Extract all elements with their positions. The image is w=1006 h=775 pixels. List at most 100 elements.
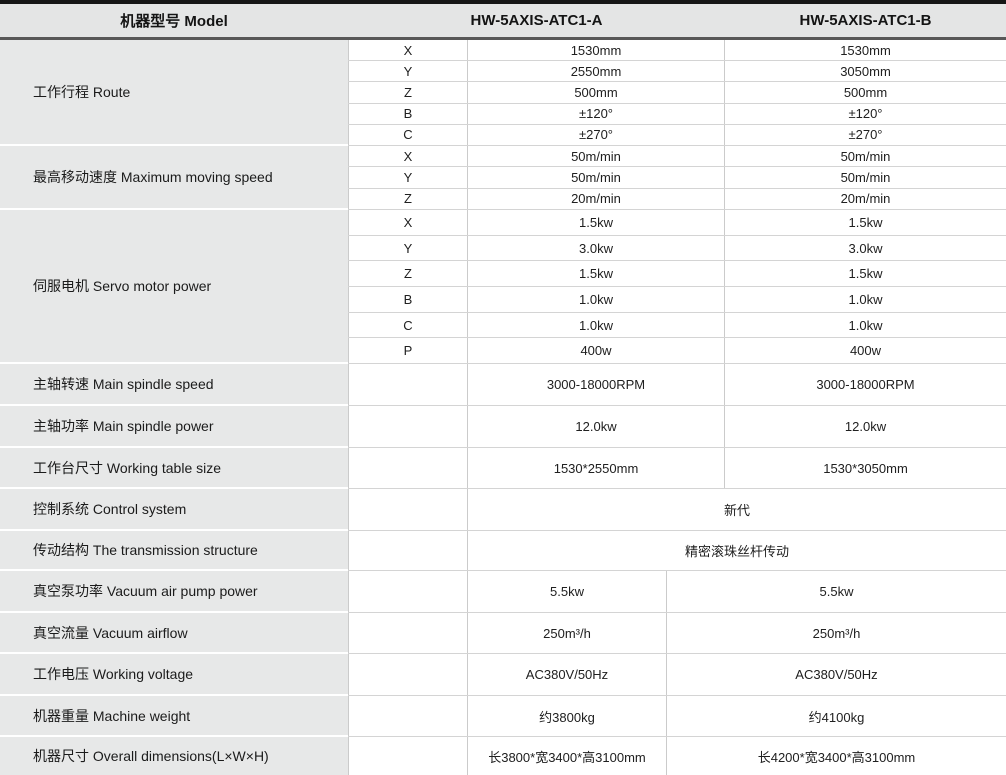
axis-cell: X [348,146,468,167]
value-cell-b: ±120° [725,103,1006,124]
header-model-label: 机器型号 Model [120,13,228,30]
axis-cell: C [348,312,468,338]
value-cell-span: 精密滚珠丝杆传动 [468,531,1006,570]
value-cell-b: 3.0kw [725,235,1006,261]
value-cell-b: 250m³/h [667,613,1006,653]
section-values: 精密滚珠丝杆传动 [348,531,1006,571]
spec-section: 最高移动速度 Maximum moving speed X 50m/min 50m/m… [0,146,1006,210]
table-row: Y 50m/min 50m/min [348,167,1006,189]
section-values: 5.5kw 5.5kw [348,571,1006,613]
row-label: 工作台尺寸 Working table size [0,448,348,489]
table-row: X 1.5kw 1.5kw [348,210,1006,236]
table-row: B 1.0kw 1.0kw [348,287,1006,313]
row-label: 伺服电机 Servo motor power [0,210,348,364]
section-values: 250m³/h 250m³/h [348,613,1006,654]
spec-section: 主轴功率 Main spindle power 12.0kw 12.0kw [0,406,1006,448]
row-label: 主轴功率 Main spindle power [0,406,348,448]
value-cell-b: 12.0kw [725,406,1006,447]
spec-section: 传动结构 The transmission structure 精密滚珠丝杆传动 [0,531,1006,571]
row-label: 工作行程 Route [0,40,348,146]
row-label: 传动结构 The transmission structure [0,531,348,571]
value-cell-a: 50m/min [468,146,725,167]
value-cell-b: 1.5kw [725,210,1006,235]
spec-section: 主轴转速 Main spindle speed 3000-18000RPM 3000… [0,364,1006,406]
table-row: 约3800kg 约4100kg [348,696,1006,737]
axis-cell: Z [348,82,468,103]
table-row: 长3800*宽3400*高3100mm 长4200*宽3400*高3100mm [348,737,1006,775]
row-label: 机器重量 Machine weight [0,696,348,737]
section-values: X 1530mm 1530mm Y 2550mm 3050mm Z 500mm 500mm B ±1… [348,40,1006,147]
value-cell-a: 1.5kw [468,210,725,235]
value-cell-b: 长4200*宽3400*高3100mm [667,737,1006,775]
table-row: Z 20m/min 20m/min [348,188,1006,210]
value-cell-b: 1.5kw [725,261,1006,287]
table-row: C 1.0kw 1.0kw [348,312,1006,339]
row-label: 真空流量 Vacuum airflow [0,613,348,654]
row-label: 真空泵功率 Vacuum air pump power [0,571,348,613]
value-cell-a: 3000-18000RPM [468,364,725,405]
value-cell-b: 约4100kg [667,696,1006,736]
axis-cell: B [348,287,468,312]
value-cell-a: 12.0kw [468,406,725,447]
header-model-a: HW-5AXIS-ATC1-A [470,12,603,29]
value-cell-b: AC380V/50Hz [667,654,1006,695]
value-cell-a: 3.0kw [468,235,725,261]
axis-cell: P [348,338,468,364]
table-row: 3000-18000RPM 3000-18000RPM [348,364,1006,406]
table-row: B ±120° ±120° [348,103,1006,125]
axis-cell: Y [348,61,468,82]
table-row: 新代 [348,489,1006,531]
section-values: X 50m/min 50m/min Y 50m/min 50m/min Z 20m/min 20… [348,146,1006,210]
axis-cell [348,364,468,405]
value-cell-b: 50m/min [725,167,1006,188]
value-cell-a: 1.0kw [468,312,725,338]
spec-section: 真空泵功率 Vacuum air pump power 5.5kw 5.5kw [0,571,1006,613]
axis-cell: Y [348,167,468,188]
axis-cell [348,406,468,447]
row-label: 机器尺寸 Overall dimensions(L×W×H) [0,737,348,775]
section-values: 3000-18000RPM 3000-18000RPM [348,364,1006,406]
value-cell-b: 1530*3050mm [725,448,1006,488]
spec-section: 机器尺寸 Overall dimensions(L×W×H) 长3800*宽340… [0,737,1006,775]
table-body: 工作行程 Route X 1530mm 1530mm Y 2550mm 3050mm Z 500… [0,40,1006,775]
value-cell-b: 20m/min [725,188,1006,209]
value-cell-b: 500mm [725,82,1006,103]
row-label: 控制系统 Control system [0,489,348,531]
value-cell-a: 1.0kw [468,287,725,312]
axis-cell [348,654,468,695]
spec-section: 工作行程 Route X 1530mm 1530mm Y 2550mm 3050mm Z 500… [0,40,1006,147]
value-cell-b: 400w [725,338,1006,364]
table-row: X 50m/min 50m/min [348,146,1006,168]
table-row: 250m³/h 250m³/h [348,613,1006,654]
table-row: Y 2550mm 3050mm [348,61,1006,83]
axis-cell [348,571,468,612]
value-cell-b: 1.0kw [725,312,1006,338]
row-label: 主轴转速 Main spindle speed [0,364,348,406]
spec-section: 伺服电机 Servo motor power X 1.5kw 1.5kw Y 3.0kw 3… [0,210,1006,365]
value-cell-b: 3050mm [725,61,1006,82]
spec-section: 工作电压 Working voltage AC380V/50Hz AC380V/50… [0,654,1006,696]
value-cell-a: 250m³/h [468,613,667,653]
axis-cell [348,448,468,488]
axis-cell [348,613,468,653]
top-border-bar [0,0,1006,4]
value-cell-a: ±270° [468,124,725,146]
table-row: Y 3.0kw 3.0kw [348,235,1006,262]
axis-cell: X [348,210,468,235]
axis-cell: Y [348,235,468,261]
axis-cell [348,531,468,570]
axis-cell: C [348,124,468,146]
table-row: AC380V/50Hz AC380V/50Hz [348,654,1006,696]
axis-cell: Z [348,188,468,209]
value-cell-a: 20m/min [468,188,725,209]
value-cell-b: 5.5kw [667,571,1006,612]
spec-section: 机器重量 Machine weight 约3800kg 约4100kg [0,696,1006,737]
value-cell-span: 新代 [468,489,1006,530]
row-label: 最高移动速度 Maximum moving speed [0,146,348,210]
value-cell-a: 1530*2550mm [468,448,725,488]
value-cell-a: 1.5kw [468,261,725,287]
value-cell-a: 400w [468,338,725,364]
value-cell-b: 1.0kw [725,287,1006,312]
section-values: X 1.5kw 1.5kw Y 3.0kw 3.0kw Z 1.5kw 1.5kw B 1.0kw 1… [348,210,1006,365]
